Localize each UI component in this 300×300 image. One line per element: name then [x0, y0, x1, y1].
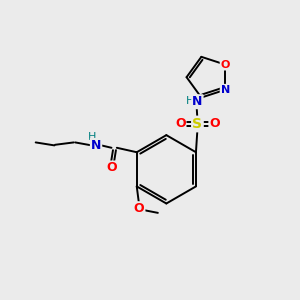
Text: N: N — [91, 139, 101, 152]
Text: O: O — [220, 60, 230, 70]
Text: N: N — [220, 85, 230, 95]
Text: O: O — [209, 118, 220, 130]
Text: O: O — [134, 202, 144, 215]
Text: H: H — [88, 132, 97, 142]
Text: O: O — [107, 161, 117, 175]
Text: S: S — [192, 117, 203, 131]
Text: O: O — [175, 118, 185, 130]
Text: H: H — [185, 95, 194, 106]
Text: N: N — [192, 95, 203, 108]
